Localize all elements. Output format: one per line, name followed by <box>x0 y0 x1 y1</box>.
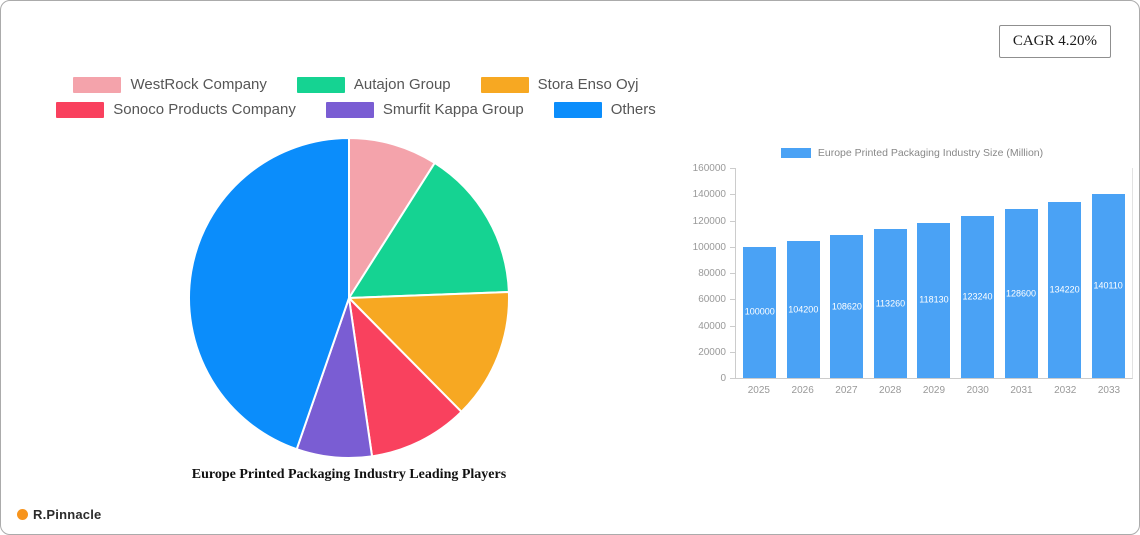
bar-chart-legend[interactable]: Europe Printed Packaging Industry Size (… <box>689 147 1135 159</box>
x-tick-label: 2030 <box>966 385 989 396</box>
bar-2031[interactable]: 128600 <box>1004 209 1038 378</box>
legend-swatch <box>480 76 529 93</box>
bar-value-label: 108620 <box>831 301 862 312</box>
y-tick-label: 160000 <box>692 163 726 174</box>
bar-plot-area: 100000 104200 108620 113260 118130 123240 1286… <box>735 168 1133 379</box>
y-tick-mark <box>730 220 735 222</box>
bar-legend-label: Europe Printed Packaging Industry Size (… <box>817 147 1044 159</box>
y-tick-label: 140000 <box>692 189 726 201</box>
legend-item-sonoco-products-company[interactable]: Sonoco Products Company <box>56 101 296 118</box>
legend-row-1: WestRock Company Autajon Group Stora Enso … <box>11 76 701 93</box>
bar-2027[interactable]: 108620 <box>830 235 864 378</box>
legend-item-stora-enso-oyj[interactable]: Stora Enso Oyj <box>480 76 639 93</box>
pie-slice-stora-enso-oyj[interactable] <box>348 290 510 413</box>
bar-value-label: 140110 <box>1093 280 1123 291</box>
brand-watermark: R.Pinnacle <box>17 507 101 522</box>
bar-2033[interactable]: 140110 <box>1091 194 1125 378</box>
bar-value-label: 118130 <box>919 294 949 305</box>
bar-value-label: 134220 <box>1049 284 1080 295</box>
y-tick-mark <box>730 378 735 379</box>
y-tick-label: 0 <box>720 373 726 384</box>
bar-2028[interactable]: 113260 <box>873 229 907 378</box>
y-tick-label: 120000 <box>692 215 726 227</box>
legend-label: Smurfit Kappa Group <box>382 101 524 118</box>
bars-container: 100000 104200 108620 113260 118130 123240 1286… <box>736 168 1132 378</box>
legend-label: Sonoco Products Company <box>113 101 296 118</box>
legend-item-others[interactable]: Others <box>553 101 656 118</box>
legend-item-westrock-company[interactable]: WestRock Company <box>73 76 267 93</box>
pie-slice-others[interactable] <box>188 137 350 451</box>
pie-chart-title: Europe Printed Packaging Industry Leadin… <box>191 467 507 482</box>
y-tick-mark <box>730 299 735 301</box>
pie-chart <box>186 135 512 461</box>
bar-legend-swatch <box>780 148 811 158</box>
y-tick-label: 100000 <box>692 241 726 253</box>
legend-swatch <box>56 101 105 118</box>
bar-value-label: 113260 <box>875 298 906 309</box>
legend-label: Autajon Group <box>353 76 451 93</box>
legend-swatch <box>325 101 374 118</box>
bar-chart: Europe Printed Packaging Industry Size (… <box>689 147 1135 396</box>
bar-value-label: 104200 <box>788 304 819 315</box>
bar-value-label: 123240 <box>962 291 993 302</box>
brand-logo-icon <box>17 509 28 520</box>
legend-label: WestRock Company <box>130 76 267 93</box>
brand-name: R.Pinnacle <box>33 507 102 522</box>
legend-swatch <box>553 101 602 118</box>
x-tick-label: 2027 <box>835 385 858 396</box>
y-tick-mark <box>730 325 735 327</box>
x-tick-label: 2028 <box>879 385 902 396</box>
bar-value-label: 100000 <box>744 306 775 317</box>
x-tick-label: 2026 <box>791 385 814 396</box>
x-tick-label: 2033 <box>1097 385 1121 396</box>
bar-x-axis: 2025 2026 2027 2028 2029 2030 2031 2032 2033 <box>735 385 1133 396</box>
legend-swatch <box>296 76 345 93</box>
x-tick-label: 2031 <box>1010 385 1033 396</box>
x-tick-label: 2029 <box>922 385 946 396</box>
legend-label: Others <box>610 101 656 118</box>
legend-row-2: Sonoco Products Company Smurfit Kappa Gro… <box>11 101 701 118</box>
bar-2032[interactable]: 134220 <box>1048 201 1082 378</box>
pie-slice-sonoco-products-company[interactable] <box>348 297 463 458</box>
cagr-badge: CAGR 4.20% <box>998 25 1111 58</box>
y-tick-mark <box>730 168 735 169</box>
pie-legend: WestRock Company Autajon Group Stora Enso … <box>11 76 701 118</box>
bar-y-axis: 0 20000 40000 60000 80000 100000 120000 140000 1… <box>689 164 735 384</box>
x-tick-label: 2025 <box>747 385 770 396</box>
pie-chart-svg <box>188 137 510 459</box>
y-tick-label: 80000 <box>698 268 726 279</box>
legend-item-smurfit-kappa-group[interactable]: Smurfit Kappa Group <box>325 101 524 118</box>
legend-swatch <box>73 76 122 93</box>
y-tick-mark <box>730 351 735 353</box>
legend-item-autajon-group[interactable]: Autajon Group <box>296 76 451 93</box>
y-tick-label: 60000 <box>698 294 726 306</box>
y-tick-label: 20000 <box>698 346 726 358</box>
x-tick-label: 2032 <box>1054 385 1077 396</box>
bar-2025[interactable]: 100000 <box>743 246 777 378</box>
y-tick-mark <box>730 246 735 248</box>
bar-2030[interactable]: 123240 <box>961 216 994 378</box>
bar-2029[interactable]: 118130 <box>917 222 951 378</box>
legend-label: Stora Enso Oyj <box>537 76 639 93</box>
y-tick-mark <box>730 273 735 274</box>
y-tick-mark <box>730 194 735 196</box>
bar-2026[interactable]: 104200 <box>786 241 820 378</box>
y-tick-label: 40000 <box>698 320 726 332</box>
bar-value-label: 128600 <box>1006 288 1037 299</box>
pie-slice-autajon-group[interactable] <box>348 161 510 299</box>
pie-slice-westrock-company[interactable] <box>348 137 436 299</box>
